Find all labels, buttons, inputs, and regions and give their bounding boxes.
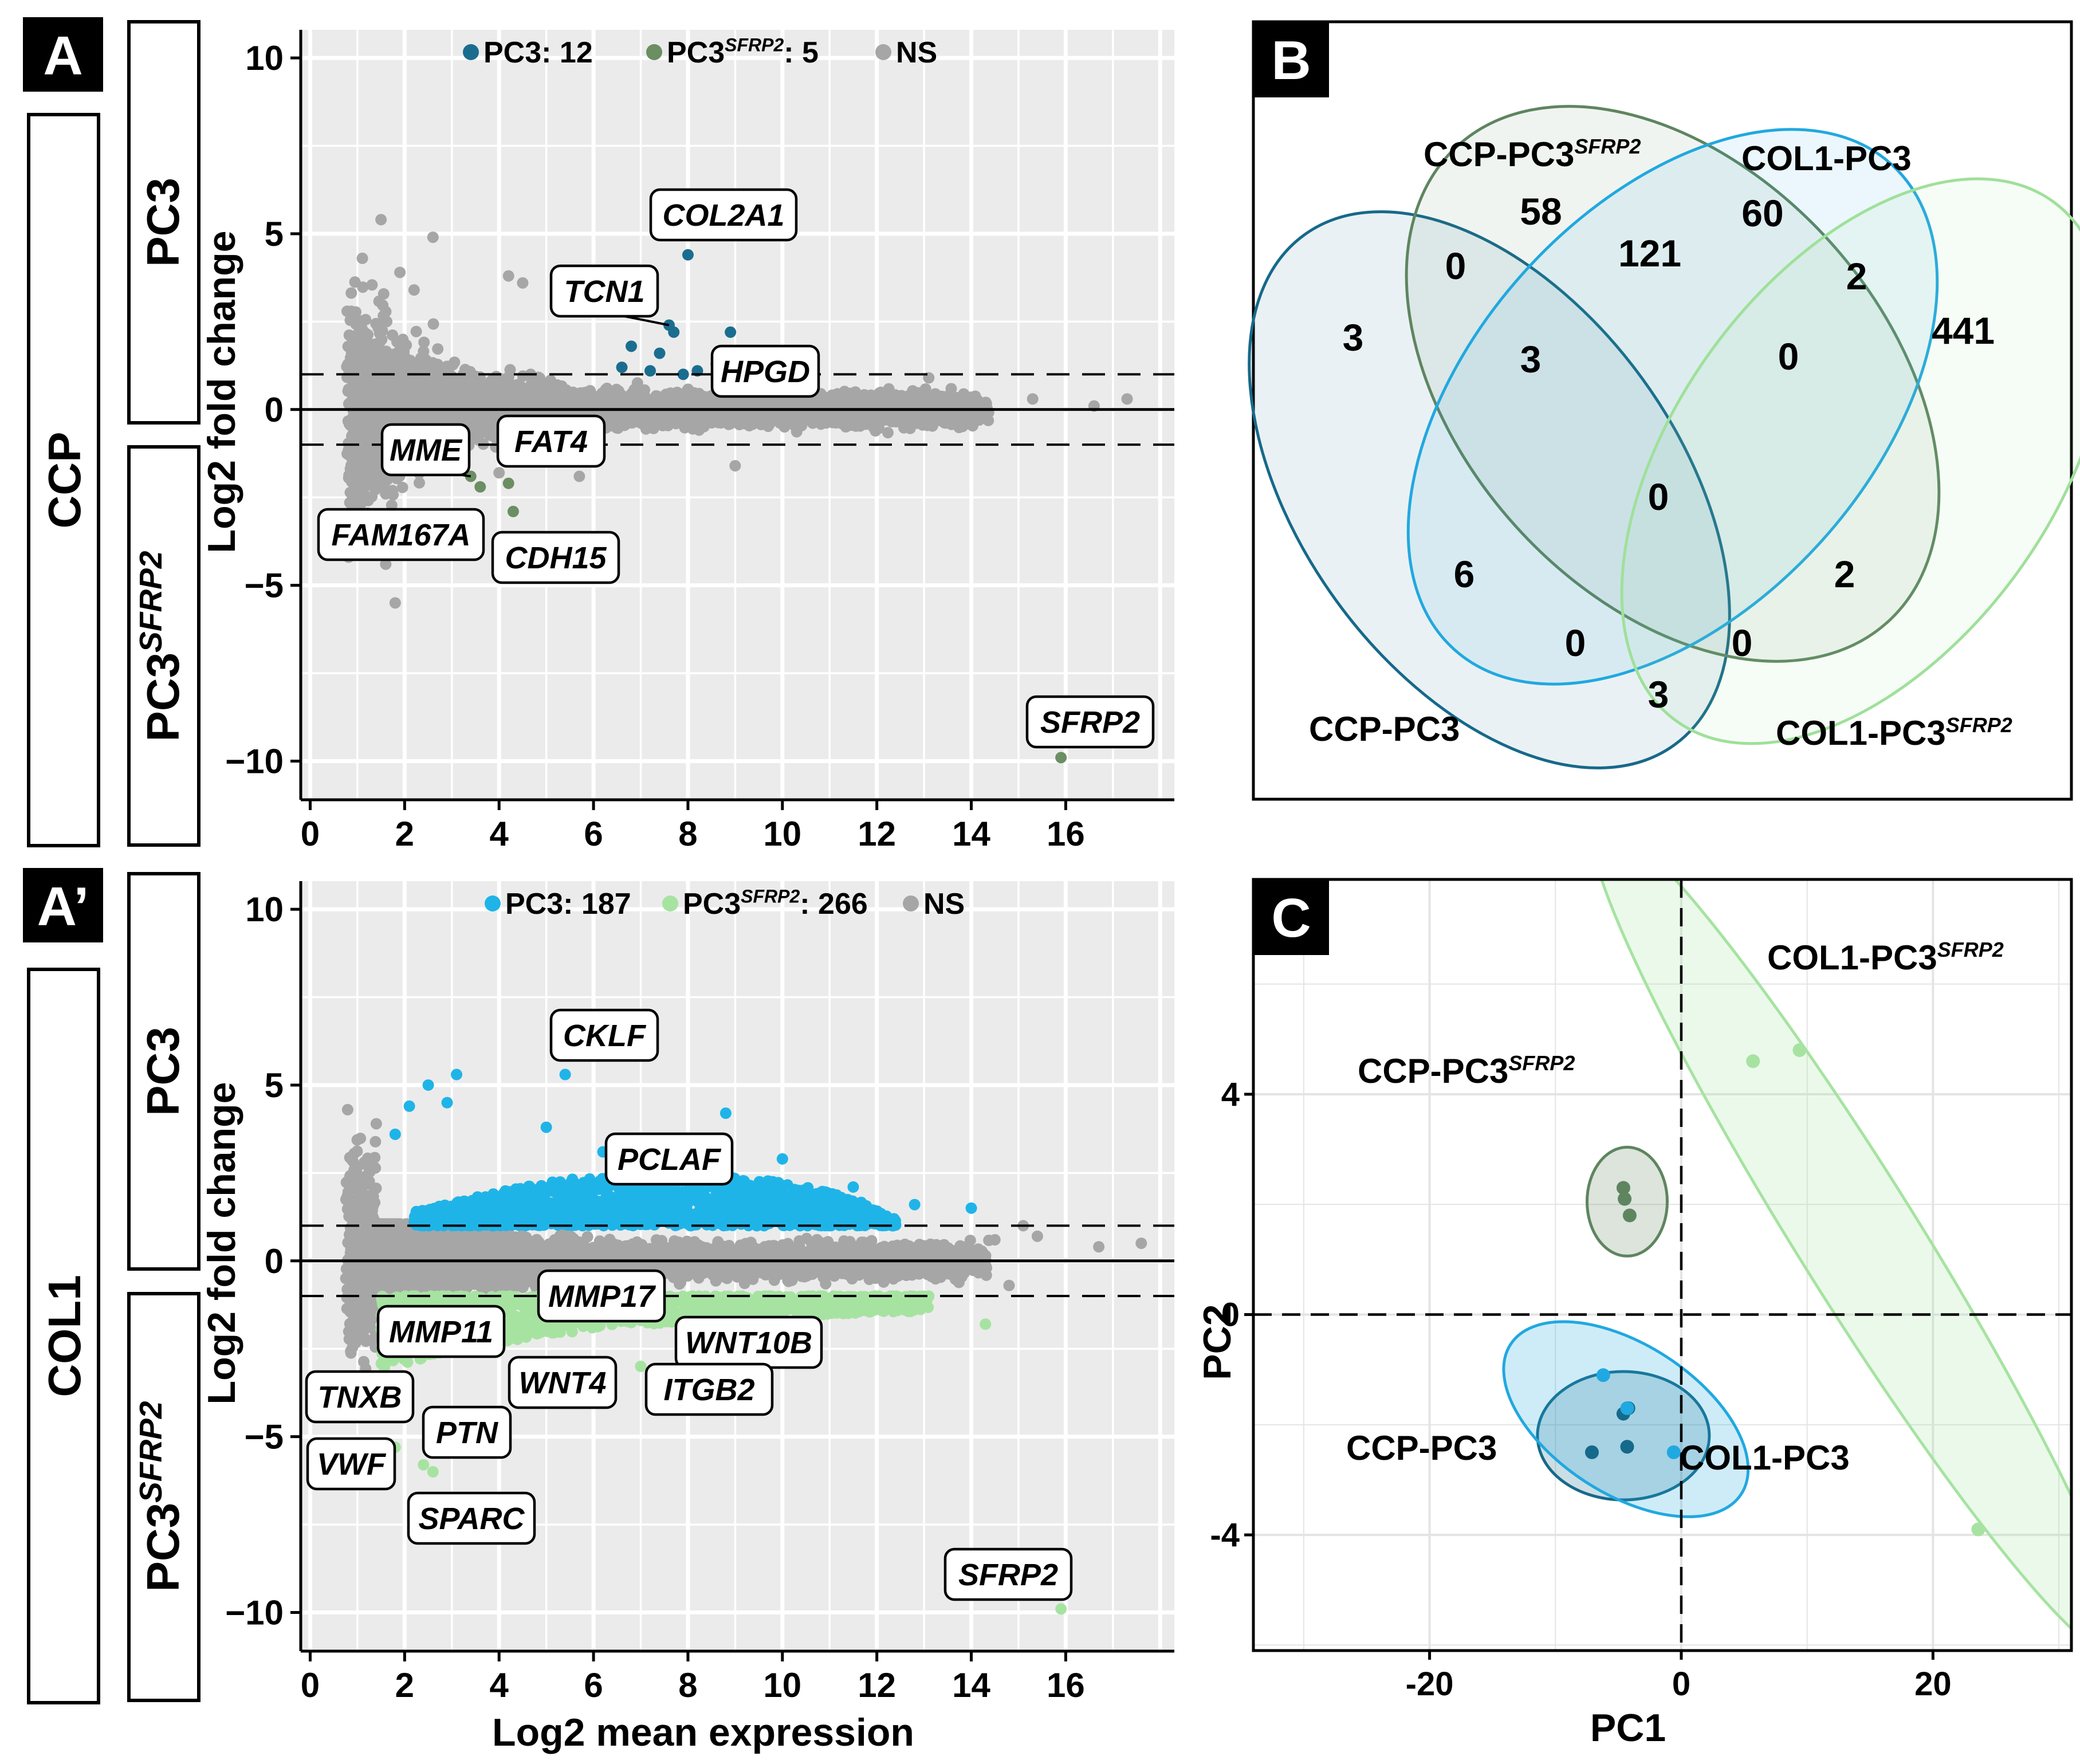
panel-a-bottom-label: PC3SFRP2 — [133, 551, 188, 741]
ns-point — [382, 474, 394, 486]
ns-point — [396, 481, 408, 493]
ns-point — [380, 345, 392, 357]
ns-point — [839, 386, 851, 398]
ns-point — [371, 364, 383, 376]
ns-point — [345, 287, 357, 299]
ns-point — [377, 299, 389, 311]
ns-point — [366, 279, 378, 291]
ns-point — [350, 306, 361, 318]
ns-point — [517, 370, 529, 382]
ns-point — [639, 384, 651, 396]
ns-point — [503, 371, 514, 383]
ns-point — [882, 427, 894, 439]
panel-a-letter-box — [23, 17, 103, 92]
ns-point — [418, 345, 430, 357]
ns-point — [357, 281, 369, 293]
panel-a-bottom-label-sup: SFRP2 — [133, 551, 168, 653]
panel-a-top-box — [127, 20, 200, 425]
ns-point — [371, 470, 383, 482]
ns-point — [387, 485, 399, 497]
ns-point — [381, 316, 393, 328]
panel-a-side-label: CCP — [39, 432, 90, 529]
ns-point — [502, 383, 514, 395]
ns-point — [410, 325, 422, 337]
ns-point — [791, 426, 803, 438]
ns-point — [356, 252, 368, 264]
ns-point — [922, 419, 933, 431]
ns-point — [913, 396, 925, 408]
panel-a: A CCP PC3 PC3SFRP2 0 2 4 6 8 10 12 14 161050−5−1… — [23, 17, 1174, 853]
panel-a-top-label: PC3 — [137, 178, 188, 267]
panel-a-bottom-label-main: PC3 — [137, 653, 188, 742]
panel-a-side-box — [27, 113, 100, 847]
ns-point — [347, 335, 359, 346]
panel-a-letter: A — [43, 25, 82, 87]
ns-point — [964, 412, 976, 424]
ns-point — [378, 288, 390, 300]
ns-point — [945, 383, 957, 395]
ns-point — [631, 377, 643, 389]
ns-point — [427, 318, 439, 330]
ns-point — [373, 327, 386, 339]
ns-point — [432, 343, 444, 355]
panel-a-bottom-box — [127, 445, 200, 847]
ns-point — [449, 356, 461, 368]
ns-point — [647, 422, 659, 434]
ns-point — [414, 477, 425, 489]
ns-point — [367, 340, 379, 352]
ns-point — [343, 398, 355, 410]
ns-point — [658, 419, 670, 431]
ns-point — [418, 336, 430, 348]
ns-point — [431, 359, 443, 370]
